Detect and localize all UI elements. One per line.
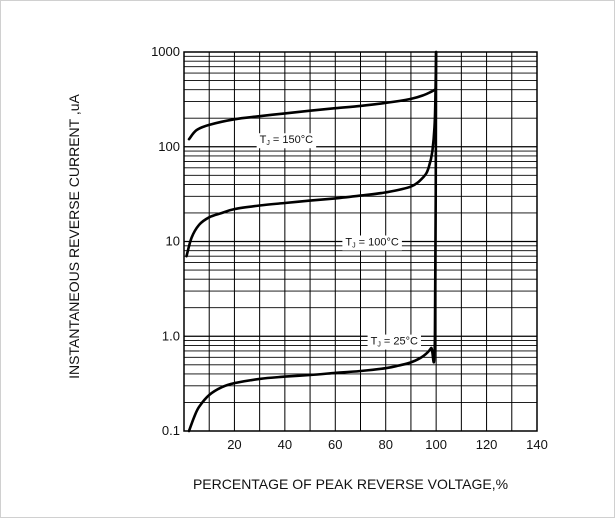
series-line-0 xyxy=(187,88,437,141)
y-tick-label: 10 xyxy=(166,234,180,249)
tick-labels: 20 40 60 80 100 120 140 0.1 1.0 10 100 1000 xyxy=(151,44,548,452)
curve-label-temp-symbol: T xyxy=(260,134,267,146)
curve-labels: TJ = 150°CTJ = 100°CTJ = 25°C xyxy=(256,133,421,350)
curve-label-subscript: J xyxy=(377,342,381,349)
series-line-1 xyxy=(185,50,438,258)
curve-label-value: = 25°C xyxy=(381,336,418,348)
x-tick-label: 80 xyxy=(378,437,392,452)
curve-label-background xyxy=(367,334,421,350)
curve-label-background xyxy=(342,235,402,251)
y-tick-label: 100 xyxy=(158,139,180,154)
curve-label-background xyxy=(256,133,317,149)
series-line-2 xyxy=(187,50,438,433)
x-tick-label: 100 xyxy=(425,437,447,452)
x-tick-label: 120 xyxy=(476,437,498,452)
curve-label-value: = 150°C xyxy=(270,134,313,146)
plot-area xyxy=(183,51,538,432)
curve-label: TJ = 100°C xyxy=(345,237,399,250)
x-axis-title: PERCENTAGE OF PEAK REVERSE VOLTAGE,% xyxy=(193,476,508,492)
curves xyxy=(185,50,438,433)
curve-label: TJ = 25°C xyxy=(371,336,418,349)
curve-label-subscript: J xyxy=(352,243,356,250)
x-tick-label: 60 xyxy=(328,437,342,452)
curve-label-value: = 100°C xyxy=(356,237,399,249)
x-tick-label: 140 xyxy=(526,437,548,452)
curve-label-subscript: J xyxy=(266,140,270,147)
grid xyxy=(184,52,537,431)
curve-label-temp-symbol: T xyxy=(371,336,378,348)
x-tick-label: 20 xyxy=(227,437,241,452)
y-tick-label: 0.1 xyxy=(162,423,180,438)
x-tick-label: 40 xyxy=(278,437,292,452)
y-tick-label: 1000 xyxy=(151,44,180,59)
curve-label: TJ = 150°C xyxy=(260,134,314,147)
curve-label-temp-symbol: T xyxy=(345,237,352,249)
y-axis-title: INSTANTANEOUS REVERSE CURRENT ,uA xyxy=(66,93,82,378)
y-tick-label: 1.0 xyxy=(162,328,180,343)
